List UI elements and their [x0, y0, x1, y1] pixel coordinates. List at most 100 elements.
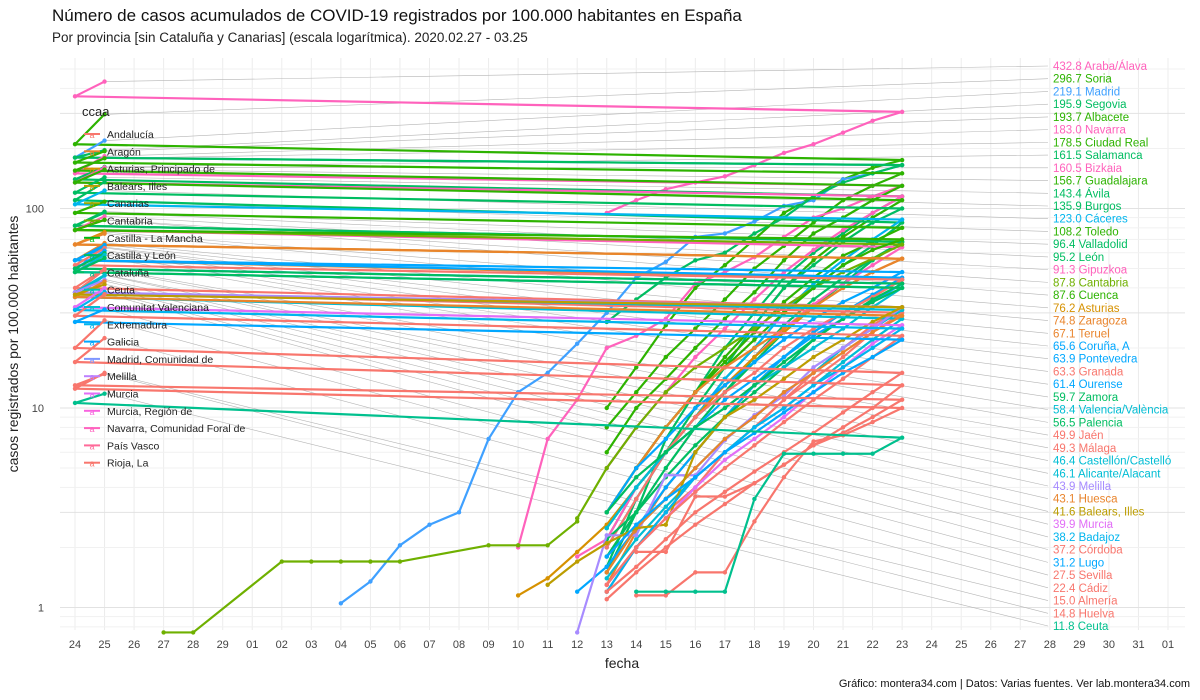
data-point: [752, 414, 757, 420]
end-label: 108.2 Toledo: [1053, 226, 1119, 238]
data-point: [693, 489, 698, 495]
data-point: [781, 390, 787, 395]
end-label: 74.8 Zaragoza: [1053, 316, 1128, 328]
legend-swatch-marker: a: [89, 217, 94, 227]
data-point: [634, 365, 639, 370]
end-label: 15.0 Almería: [1053, 596, 1118, 608]
data-point: [102, 167, 107, 172]
data-point: [899, 333, 905, 339]
data-point: [722, 570, 728, 575]
data-point: [722, 345, 728, 351]
data-point: [663, 589, 669, 594]
data-point: [693, 570, 698, 575]
data-point: [899, 162, 905, 168]
data-point: [752, 376, 757, 382]
data-point: [840, 258, 846, 263]
data-point: [663, 354, 669, 360]
data-point: [72, 258, 78, 263]
legend-item: a Balears, Illes: [84, 181, 167, 193]
data-point: [397, 543, 403, 548]
data-point: [722, 316, 728, 321]
data-point: [604, 597, 609, 602]
data-point: [634, 390, 639, 395]
data-point: [811, 220, 816, 225]
data-point: [752, 359, 757, 365]
data-point: [693, 405, 698, 411]
legend-swatch-marker: a: [89, 320, 94, 330]
data-point: [102, 273, 107, 278]
data-point: [781, 337, 787, 342]
data-point: [574, 630, 580, 635]
data-point: [102, 318, 107, 323]
data-point: [604, 564, 609, 569]
data-point: [634, 405, 639, 411]
end-label: 49.3 Málaga: [1053, 443, 1117, 455]
data-point: [72, 177, 78, 182]
data-point: [752, 383, 757, 388]
data-point: [840, 130, 846, 135]
legend-item: a Melilla: [84, 371, 137, 383]
data-point: [545, 370, 550, 376]
end-label: 56.5 Palencia: [1053, 417, 1123, 429]
legend-item: a Cataluña: [84, 267, 149, 279]
legend-label: Castilla - La Mancha: [107, 233, 203, 245]
data-point: [781, 414, 787, 420]
data-point: [870, 390, 875, 395]
data-point: [722, 501, 728, 507]
data-point: [870, 319, 875, 325]
data-point: [515, 593, 521, 598]
data-point: [604, 541, 609, 546]
data-point: [102, 371, 107, 377]
data-point: [840, 345, 846, 351]
legend-swatch-marker: a: [89, 234, 94, 244]
data-point: [190, 630, 196, 635]
end-label: 87.6 Cuenca: [1053, 290, 1119, 302]
legend-label: Navarra, Comunidad Foral de: [107, 423, 245, 435]
leader-line: [106, 309, 1049, 563]
data-point: [663, 465, 669, 471]
legend-label: Madrid, Comunidad de: [107, 354, 213, 366]
end-label: 67.1 Teruel: [1053, 328, 1110, 340]
data-point: [604, 570, 609, 575]
end-label: 91.3 Gipuzkoa: [1053, 265, 1128, 277]
data-point: [72, 198, 78, 203]
legend-title: ccaa: [82, 104, 110, 119]
data-point: [840, 227, 846, 233]
end-label: 178.5 Ciudad Real: [1053, 137, 1148, 149]
legend-item: a Madrid, Comunidad de: [84, 354, 213, 366]
data-point: [72, 242, 78, 247]
data-point: [72, 313, 78, 318]
data-point: [486, 543, 491, 548]
data-point: [574, 549, 580, 555]
x-tick-label: 01: [1162, 639, 1174, 651]
x-tick-label: 04: [335, 639, 347, 651]
x-tick-label: 09: [482, 639, 494, 651]
data-point: [102, 291, 107, 297]
x-tick-label: 29: [1073, 639, 1085, 651]
data-point: [663, 504, 669, 509]
data-point: [634, 485, 639, 490]
legend-swatch-marker: a: [89, 424, 94, 434]
data-point: [781, 299, 787, 305]
x-tick-label: 10: [512, 639, 524, 651]
x-tick-label: 01: [246, 639, 258, 651]
data-point: [72, 160, 78, 165]
data-point: [574, 589, 580, 594]
data-point: [722, 465, 728, 471]
data-point: [899, 405, 905, 411]
data-point: [693, 450, 698, 455]
data-point: [102, 282, 107, 287]
data-point: [899, 242, 905, 247]
data-point: [870, 414, 875, 420]
data-point: [752, 354, 757, 360]
end-label: 156.7 Guadalajara: [1053, 176, 1148, 188]
data-point: [663, 516, 669, 521]
leader-line: [106, 293, 1049, 550]
data-point: [102, 214, 107, 219]
data-point: [840, 359, 846, 365]
data-point: [693, 414, 698, 420]
data-point: [72, 202, 78, 207]
end-label: 193.7 Albacete: [1053, 112, 1129, 124]
data-point: [102, 138, 107, 143]
data-point: [870, 299, 875, 305]
